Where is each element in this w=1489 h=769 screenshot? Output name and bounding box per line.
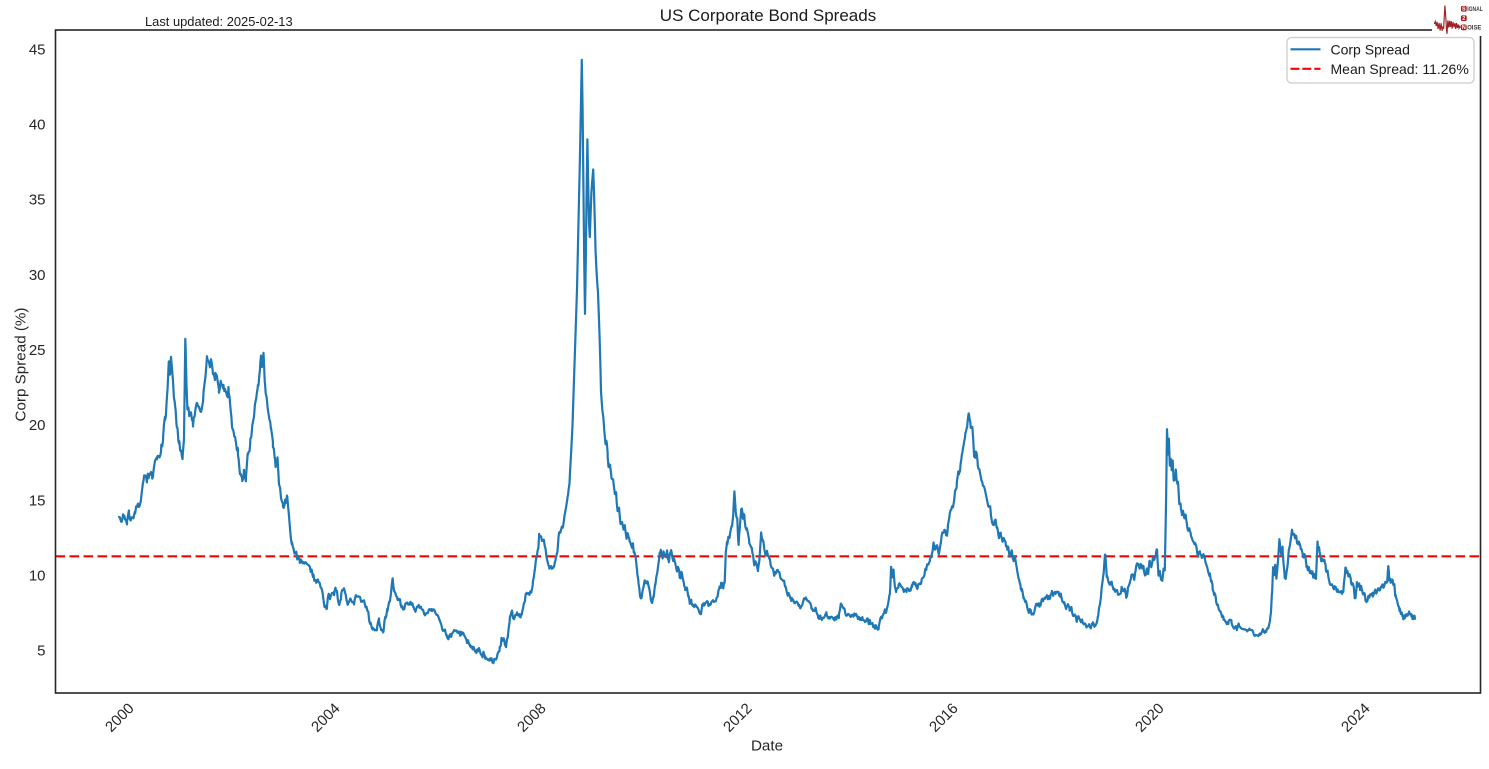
svg-text:2024: 2024 — [1338, 700, 1374, 736]
svg-text:2012: 2012 — [720, 700, 756, 736]
svg-text:2000: 2000 — [102, 700, 138, 736]
svg-text:Mean Spread: 11.26%: Mean Spread: 11.26% — [1331, 61, 1469, 77]
svg-text:20: 20 — [29, 417, 46, 434]
svg-text:2004: 2004 — [308, 700, 344, 736]
svg-text:25: 25 — [29, 342, 46, 359]
svg-text:US Corporate Bond Spreads: US Corporate Bond Spreads — [660, 6, 876, 25]
svg-text:5: 5 — [37, 643, 45, 660]
svg-text:2016: 2016 — [926, 700, 962, 736]
svg-text:N: N — [1462, 25, 1466, 31]
svg-text:S: S — [1462, 7, 1466, 13]
svg-text:2020: 2020 — [1132, 700, 1168, 736]
svg-text:2008: 2008 — [514, 700, 550, 736]
svg-text:Date: Date — [751, 738, 783, 755]
svg-text:Corp Spread (%): Corp Spread (%) — [13, 308, 30, 422]
svg-text:35: 35 — [29, 192, 46, 209]
svg-text:Corp Spread: Corp Spread — [1331, 41, 1410, 57]
svg-text:40: 40 — [29, 117, 46, 134]
svg-text:2: 2 — [1462, 16, 1465, 22]
svg-text:45: 45 — [29, 41, 46, 58]
svg-text:OISE: OISE — [1467, 24, 1482, 31]
svg-text:30: 30 — [29, 267, 46, 284]
svg-text:IGNAL: IGNAL — [1467, 6, 1483, 13]
svg-text:Last updated: 2025-02-13: Last updated: 2025-02-13 — [145, 14, 293, 29]
svg-text:10: 10 — [29, 567, 46, 584]
svg-text:15: 15 — [29, 492, 46, 509]
